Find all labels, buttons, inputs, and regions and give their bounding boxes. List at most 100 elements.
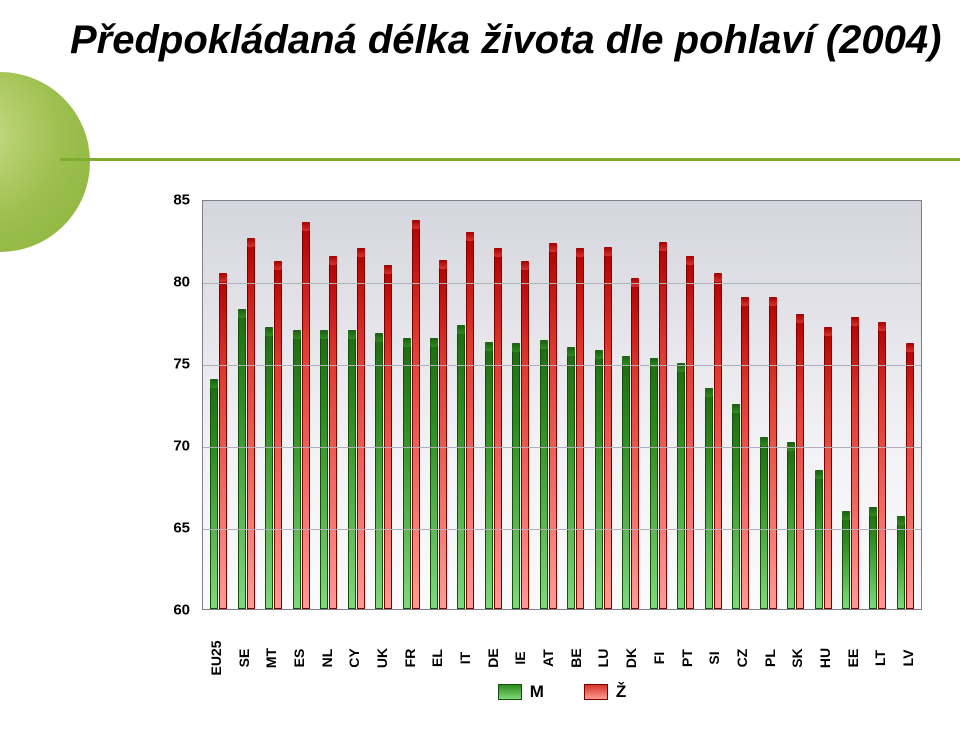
ytick-label: 65 (173, 520, 190, 537)
bar-group (809, 201, 836, 609)
bar-female (906, 343, 914, 609)
bar-group (782, 201, 809, 609)
xtick-label: EL (424, 612, 452, 682)
bar-group (754, 201, 781, 609)
bar-female (439, 260, 447, 609)
bar-male (485, 342, 493, 609)
xtick-label: HU (811, 612, 839, 682)
plot-area (202, 200, 922, 610)
xtick-label: UK (368, 612, 396, 682)
xtick-label: EE (839, 612, 867, 682)
bar-female (247, 238, 255, 609)
bar-male (869, 507, 877, 609)
bar-male (320, 330, 328, 609)
bar-group (837, 201, 864, 609)
bar-group (397, 201, 424, 609)
bar-male (210, 379, 218, 609)
bar-female (384, 265, 392, 609)
xtick-label: NL (313, 612, 341, 682)
bar-female (631, 278, 639, 609)
xtick-label: MT (257, 612, 285, 682)
bar-group (260, 201, 287, 609)
bar-group (425, 201, 452, 609)
legend-label-f: Ž (616, 682, 626, 702)
bar-female (412, 220, 420, 609)
legend-item-f: Ž (584, 682, 626, 702)
xtick-label: DK (617, 612, 645, 682)
bar-female (824, 327, 832, 609)
bar-group (590, 201, 617, 609)
bar-male (348, 330, 356, 609)
bar-group (507, 201, 534, 609)
bar-male (238, 309, 246, 609)
bar-male (375, 333, 383, 609)
bar-female (686, 256, 694, 609)
bar-male (705, 388, 713, 609)
xtick-label: IE (507, 612, 535, 682)
bar-group (480, 201, 507, 609)
bar-group (699, 201, 726, 609)
decor-underline (60, 158, 960, 161)
bar-male (403, 338, 411, 609)
life-expectancy-chart: 606570758085 EU25SEMTESNLCYUKFRELITDEIEA… (140, 200, 930, 700)
bar-female (769, 297, 777, 609)
xtick-label: LU (590, 612, 618, 682)
bar-group (562, 201, 589, 609)
bar-female (494, 248, 502, 609)
bar-group (535, 201, 562, 609)
bar-group (287, 201, 314, 609)
xtick-label: BE (562, 612, 590, 682)
gridline (203, 365, 921, 366)
gridline (203, 447, 921, 448)
bar-group (672, 201, 699, 609)
bar-male (677, 363, 685, 609)
xtick-label: LV (894, 612, 922, 682)
bar-group (452, 201, 479, 609)
bar-group (315, 201, 342, 609)
bar-male (650, 358, 658, 609)
page-title: Předpokládaná délka života dle pohlaví (… (70, 18, 940, 63)
bar-female (329, 256, 337, 609)
gridline (203, 283, 921, 284)
bar-male (265, 327, 273, 609)
bar-group (232, 201, 259, 609)
bar-male (512, 343, 520, 609)
xtick-label: FR (396, 612, 424, 682)
bar-female (219, 273, 227, 609)
bar-female (659, 242, 667, 609)
xtick-label: LT (867, 612, 895, 682)
bar-female (466, 232, 474, 609)
bar-group (205, 201, 232, 609)
bar-female (714, 273, 722, 609)
bar-male (787, 442, 795, 609)
bar-male (815, 470, 823, 609)
ytick-label: 75 (173, 356, 190, 373)
bar-male (842, 511, 850, 609)
bar-group (370, 201, 397, 609)
bars-container (203, 201, 921, 609)
bar-female (741, 297, 749, 609)
ytick-label: 80 (173, 274, 190, 291)
bar-female (604, 247, 612, 609)
xtick-label: SE (230, 612, 258, 682)
xtick-label: CZ (728, 612, 756, 682)
bar-group (727, 201, 754, 609)
bar-female (549, 243, 557, 609)
decor-circle (0, 72, 90, 252)
bar-group (864, 201, 891, 609)
legend: M Ž (202, 682, 922, 702)
bar-male (567, 347, 575, 609)
xtick-label: IT (451, 612, 479, 682)
bar-female (302, 222, 310, 609)
xtick-label: CY (340, 612, 368, 682)
xtick-label: PT (673, 612, 701, 682)
xtick-label: ES (285, 612, 313, 682)
ytick-label: 60 (173, 602, 190, 619)
bar-male (293, 330, 301, 609)
bar-group (892, 201, 919, 609)
xtick-label: SI (700, 612, 728, 682)
bar-group (617, 201, 644, 609)
bar-female (796, 314, 804, 609)
bar-male (595, 350, 603, 609)
bar-female (576, 248, 584, 609)
